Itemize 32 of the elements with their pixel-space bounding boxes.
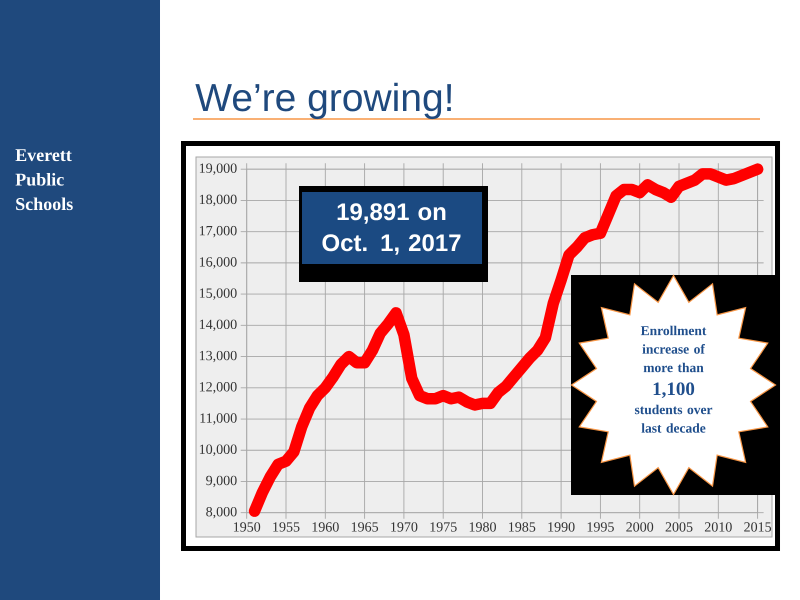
y-tick-label: 14,000 xyxy=(200,320,237,332)
y-tick-label: 10,000 xyxy=(200,444,237,456)
y-tick-label: 15,000 xyxy=(200,288,237,300)
y-tick-label: 19,000 xyxy=(200,163,237,175)
x-tick-label: 2005 xyxy=(666,522,692,532)
y-tick-label: 17,000 xyxy=(200,226,237,238)
text: Everett Public Schools xyxy=(16,149,73,210)
annotation: 1,100 xyxy=(654,382,694,398)
chart-title: We’re growing! xyxy=(195,82,451,120)
annotation: Enrollment increase of more than xyxy=(640,326,706,372)
y-tick-label: 18,000 xyxy=(200,194,237,206)
annotation: students over last decade xyxy=(634,404,712,433)
x-tick-label: 1965 xyxy=(352,522,378,532)
x-tick-label: 2010 xyxy=(704,522,732,532)
x-tick-label: 1995 xyxy=(588,522,614,532)
x-tick-label: 1955 xyxy=(273,522,300,532)
x-tick-label: 1985 xyxy=(509,522,536,532)
x-tick-label: 1975 xyxy=(430,522,457,532)
x-tick-label: 1980 xyxy=(470,522,496,532)
x-tick-label: 1990 xyxy=(548,522,575,532)
x-tick-label: 1960 xyxy=(312,522,339,532)
x-tick-label: 2000 xyxy=(626,522,654,532)
annotation: 19,891 on Oct. 1, 2017 xyxy=(322,203,460,255)
y-tick-label: 13,000 xyxy=(200,350,237,362)
y-tick-label: 11,000 xyxy=(200,413,237,425)
y-tick-label: 9,000 xyxy=(206,476,237,488)
x-tick-label: 2015 xyxy=(744,522,772,532)
x-tick-label: 1970 xyxy=(391,522,418,532)
y-tick-label: 16,000 xyxy=(200,257,237,269)
y-tick-label: 12,000 xyxy=(200,382,237,394)
y-tick-label: 8,000 xyxy=(206,506,237,518)
x-tick-label: 1950 xyxy=(234,522,260,532)
